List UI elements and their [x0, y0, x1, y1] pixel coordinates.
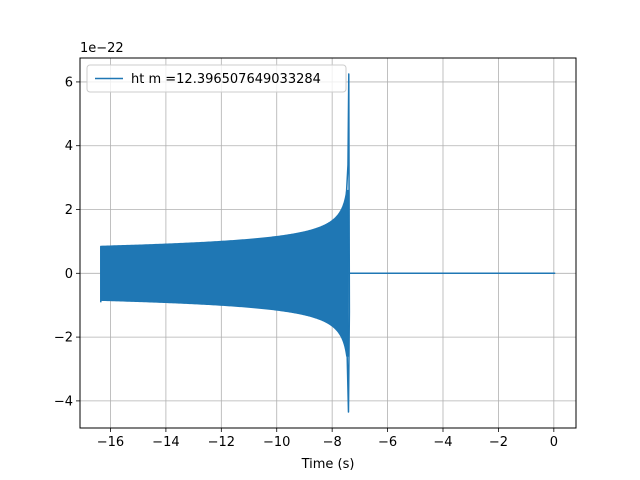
x-axis: −16 −14 −12 −10 −8 −6 −4 −2 0	[97, 428, 558, 450]
y-tick-label: −4	[54, 394, 73, 409]
series-ht-envelope	[100, 189, 349, 357]
x-tick-label: −14	[152, 435, 179, 450]
x-axis-label: Time (s)	[301, 457, 355, 472]
y-axis: −4 −2 0 2 4 6	[54, 75, 80, 409]
x-tick-label: −12	[208, 435, 235, 450]
legend: ht m =12.396507649033284	[86, 64, 347, 93]
y-tick-label: −2	[54, 331, 73, 346]
legend-box	[86, 64, 347, 93]
x-tick-label: −8	[323, 435, 342, 450]
series-ht-merger-spike	[345, 73, 351, 413]
plot-area	[100, 73, 556, 413]
x-tick-label: −4	[433, 435, 452, 450]
y-tick-label: 0	[65, 267, 73, 282]
x-tick-label: −2	[489, 435, 508, 450]
y-tick-label: 6	[65, 75, 73, 90]
x-tick-label: −6	[378, 435, 397, 450]
x-tick-label: −10	[263, 435, 290, 450]
x-tick-label: −16	[97, 435, 124, 450]
legend-label-ht: ht m =12.396507649033284	[131, 72, 321, 87]
y-offset-text: 1e−22	[80, 41, 124, 56]
x-tick-label: 0	[550, 435, 558, 450]
y-tick-label: 2	[65, 203, 73, 218]
y-tick-label: 4	[65, 139, 73, 154]
axes-frame	[79, 57, 577, 429]
